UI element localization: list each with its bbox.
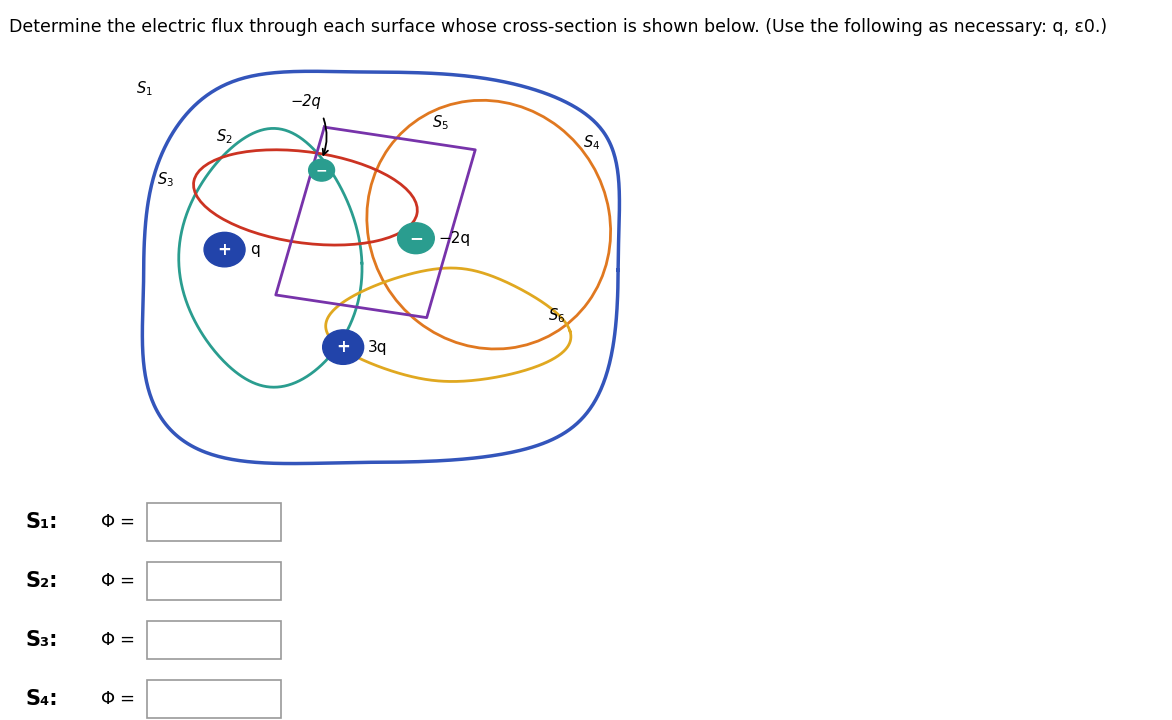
Text: $S_6$: $S_6$ [548,306,565,325]
Text: −: − [409,229,423,247]
Text: −: − [315,163,327,177]
Circle shape [397,222,435,253]
Circle shape [308,159,334,181]
Text: $\Phi$ =: $\Phi$ = [100,513,135,531]
Text: S₄:: S₄: [26,689,59,709]
Circle shape [322,330,363,364]
Text: S₂:: S₂: [26,571,59,591]
Text: q: q [251,242,260,257]
Text: S₃:: S₃: [26,630,59,650]
Text: −2q: −2q [438,230,471,246]
Text: $S_1$: $S_1$ [136,79,152,98]
Text: $\Phi$ =: $\Phi$ = [100,690,135,708]
Text: +: + [336,338,350,356]
Text: $\Phi$ =: $\Phi$ = [100,572,135,590]
Text: 3q: 3q [368,340,388,355]
Text: S₁:: S₁: [26,512,59,532]
Text: $S_2$: $S_2$ [217,127,233,145]
Text: $S_5$: $S_5$ [432,113,449,132]
Circle shape [204,233,245,267]
Text: $S_4$: $S_4$ [584,134,600,153]
Text: +: + [218,240,232,258]
Text: −2q: −2q [289,94,321,109]
Text: $S_3$: $S_3$ [157,170,175,189]
Text: $\Phi$ =: $\Phi$ = [100,631,135,649]
Text: Determine the electric flux through each surface whose cross-section is shown be: Determine the electric flux through each… [9,18,1108,36]
